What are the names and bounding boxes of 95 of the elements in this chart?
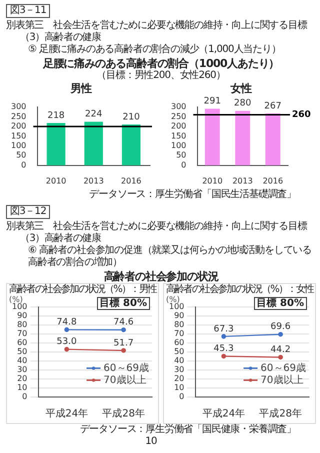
y-tick-label: 0 <box>22 392 28 402</box>
y-tick-label: 0 <box>179 392 184 402</box>
data-label: 74.8 <box>56 318 77 328</box>
data-label: 210 <box>122 112 140 122</box>
y-tick-label: 50 <box>174 347 184 356</box>
x-tick-label: 2010 <box>202 176 223 186</box>
y-tick-label: 80 <box>174 320 184 330</box>
data-label: 267 <box>264 101 282 112</box>
x-tick-label: 2010 <box>46 176 66 186</box>
data-label: 224 <box>85 110 102 120</box>
ref-line-label: 260 <box>292 110 311 120</box>
chart-title: 高齢者の社会参加の状況（%）：男性 <box>8 284 158 295</box>
x-tick-label: 2013 <box>83 176 104 186</box>
text: ⑥ 高齢者の社会参加の促進（就業又は何らかの地域活動をしている高齢者の割合の増加） <box>28 245 312 268</box>
legend-label: 70歳以上 <box>104 374 146 386</box>
data-label: 45.3 <box>214 344 234 354</box>
caption: 図3－11 <box>6 4 50 18</box>
y-tick-label: 300 <box>170 102 186 112</box>
x-tick-label: 平成28年 <box>102 408 145 420</box>
text: データソース：厚生労働省「国民健康・栄養調査」 <box>78 424 297 436</box>
y-tick-label: 50 <box>17 347 28 356</box>
y-tick-label: 90 <box>174 311 184 320</box>
point <box>121 348 126 353</box>
y-axis-title: (%) <box>166 295 180 304</box>
legend-label: 60～69歳 <box>260 362 306 374</box>
y-tick-label: 100 <box>168 302 184 312</box>
y-tick-label: 0 <box>21 160 26 170</box>
y-tick-label: 150 <box>170 131 186 140</box>
x-tick-label: 2013 <box>232 176 253 186</box>
point <box>64 327 70 332</box>
y-tick-label: 60 <box>17 338 28 348</box>
chart-title: 女性 <box>230 82 253 95</box>
text: （3）高齢者の健康 <box>20 32 101 43</box>
annotation: 目標 80% <box>96 297 150 310</box>
data-label: 51.7 <box>114 338 134 348</box>
chart-title: 男性 <box>69 82 93 95</box>
y-tick-label: 250 <box>10 112 26 121</box>
y-tick-label: 30 <box>174 365 184 374</box>
data-label: 67.3 <box>214 324 234 334</box>
y-tick-label: 200 <box>10 122 26 131</box>
x-tick-label: 平成24年 <box>202 408 246 420</box>
point <box>121 327 126 332</box>
y-tick-label: 70 <box>17 329 28 338</box>
y-tick-label: 90 <box>17 311 28 320</box>
y-tick-label: 40 <box>174 356 184 366</box>
point <box>221 334 226 339</box>
data-label: 291 <box>204 96 221 107</box>
text: 足腰に痛みのある高齢者の割合（1000人あたり） <box>42 57 280 70</box>
text: ⑤ 足腰に痛みのある高齢者の割合の減少（1,000人当たり） <box>28 44 281 55</box>
y-tick-label: 100 <box>170 141 186 150</box>
chart-subtitle: （目標：男性200、女性260） <box>96 70 226 82</box>
chart-title: 高齢者の社会参加の状況（%）：女性 <box>164 284 315 295</box>
y-tick-label: 100 <box>10 141 26 150</box>
y-tick-label: 100 <box>12 302 28 312</box>
legend-label: 70歳以上 <box>260 374 304 386</box>
y-axis-title: (%) <box>9 295 23 304</box>
data-label: 53.0 <box>56 337 77 348</box>
point <box>221 354 226 359</box>
data-label: 44.2 <box>270 345 291 356</box>
y-tick-label: 70 <box>174 329 184 338</box>
y-tick-label: 150 <box>10 131 26 140</box>
x-tick-label: 2016 <box>121 176 142 186</box>
y-tick-label: 0 <box>181 160 186 170</box>
text: 別表第三 社会生活を営むために必要な機能の維持・向上に関する目標 <box>6 20 307 31</box>
text: （3）高齢者の健康 <box>20 233 101 244</box>
y-tick-label: 50 <box>16 150 26 160</box>
text: データソース：厚生労働省「国民生活基礎調査」 <box>88 189 297 201</box>
text: 高齢者の社会参加の状況 <box>104 270 218 283</box>
data-label: 280 <box>234 98 252 109</box>
y-tick-label: 60 <box>174 338 184 348</box>
y-tick-label: 200 <box>170 122 186 131</box>
y-tick-label: 30 <box>17 365 28 374</box>
y-tick-label: 50 <box>176 150 186 160</box>
annotation: 目標 80% <box>254 297 307 310</box>
caption: 図3－12 <box>6 205 50 219</box>
x-tick-label: 2016 <box>262 176 284 186</box>
y-tick-label: 10 <box>174 383 184 392</box>
y-tick-label: 300 <box>10 102 26 112</box>
x-tick-label: 平成24年 <box>45 408 88 420</box>
text: 別表第三 社会生活を営むために必要な機能の維持・向上に関する目標 <box>6 221 307 232</box>
text: 10 <box>144 436 158 448</box>
data-label: 74.6 <box>114 318 134 328</box>
point <box>278 332 283 337</box>
y-tick-label: 20 <box>17 374 28 384</box>
legend-label: 60～69歳 <box>104 362 150 374</box>
data-label: 69.6 <box>270 322 291 332</box>
point <box>278 354 283 360</box>
y-tick-label: 80 <box>17 320 28 330</box>
y-tick-label: 40 <box>17 356 28 366</box>
point <box>64 346 70 352</box>
y-tick-label: 10 <box>17 383 28 392</box>
y-tick-label: 250 <box>170 112 186 121</box>
x-tick-label: 平成28年 <box>259 408 302 420</box>
y-tick-label: 20 <box>174 374 184 384</box>
data-label: 218 <box>47 110 65 121</box>
